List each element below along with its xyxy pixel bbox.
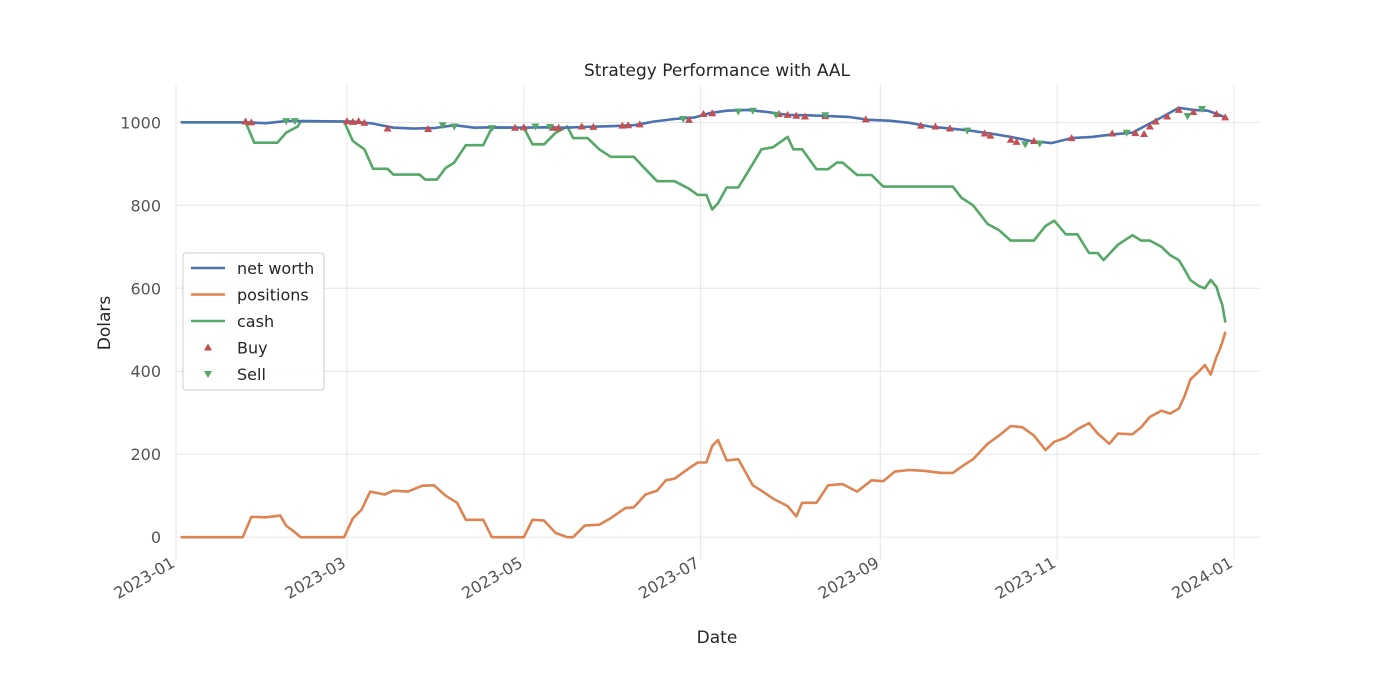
sell-marker [450,123,459,131]
sell-marker [821,112,830,120]
sell-marker [1035,140,1044,148]
sell-marker [438,122,447,130]
buy-marker [685,115,694,123]
buy-marker [511,123,520,131]
buy-marker [624,121,633,129]
buy-marker [1151,117,1160,125]
sell-marker [545,123,554,131]
legend-label-buy: Buy [237,339,268,358]
buy-marker [424,124,433,132]
legend-swatch-sell [204,371,212,378]
buy-marker [519,123,528,131]
buy-marker [241,117,250,125]
x-tick-label: 2023-01 [111,553,178,603]
sell-marker [1183,113,1192,121]
buy-marker [554,123,563,131]
buy-marker [708,109,717,117]
grid [175,85,1260,560]
buy-marker [348,117,357,125]
buy-marker [577,122,586,130]
buy-marker [783,110,792,118]
buy-marker [589,122,598,130]
buy-marker [383,124,392,132]
buy-marker [1221,113,1230,121]
x-tick-label: 2023-05 [458,553,525,603]
sell-marker [1021,141,1030,149]
x-tick-label: 2023-11 [992,553,1059,603]
x-axis-title: Date [697,628,738,648]
buy-marker [1212,110,1221,118]
sell-marker [734,108,743,116]
y-axis-title: Dolars [95,296,115,351]
buy-marker [1140,129,1149,137]
sell-marker [771,111,780,119]
buy-marker [916,121,925,129]
legend-swatch-buy [204,343,212,351]
buy-marker [699,110,708,118]
buy-marker [1006,135,1015,143]
y-tick-label: 1000 [120,113,161,132]
legend-label-sell: Sell [237,365,266,384]
sell-marker [1198,106,1207,114]
sell-marker [1122,129,1131,137]
buy-marker [986,131,995,139]
y-tick-label: 0 [151,528,161,547]
buy-marker [1067,134,1076,142]
buy-marker [343,117,352,125]
sell-marker [679,116,688,124]
buy-marker [354,117,363,125]
x-tick-label: 2023-03 [282,553,349,603]
buy-marker [1174,105,1183,113]
buy-marker [1131,129,1140,137]
sell-marker [290,118,299,126]
buy-marker [635,120,644,128]
buy-marker [247,118,256,126]
series-lines [180,106,1227,539]
x-tick-label: 2024-01 [1169,553,1236,603]
legend-label-positions: positions [237,286,309,305]
sell-marker [487,125,496,133]
series-line-cash [180,120,1227,323]
buy-marker [792,111,801,119]
buy-marker [931,122,940,130]
trade-markers [241,105,1230,149]
legend: net worth positions cash Buy Sell [182,252,325,391]
sell-marker [748,107,757,115]
sell-marker [282,118,291,126]
x-tick-label: 2023-07 [635,553,702,603]
y-tick-label: 400 [130,362,161,381]
buy-marker [1012,137,1021,145]
x-tick-label: 2023-09 [815,553,882,603]
buy-marker [1145,122,1154,130]
buy-marker [1108,129,1117,137]
series-line-net-worth [180,106,1227,145]
y-tick-label: 600 [130,279,161,298]
series-line-positions [180,331,1227,539]
buy-marker [1029,137,1038,145]
legend-label-net-worth: net worth [237,259,314,278]
legend-label-cash: cash [237,312,274,331]
sell-marker [963,127,972,135]
legend-box [182,252,325,391]
y-tick-label: 200 [130,445,161,464]
buy-marker [360,118,369,126]
buy-marker [980,129,989,137]
chart-title: Strategy Performance with AAL [584,61,851,81]
buy-marker [618,121,627,129]
y-tick-label: 800 [130,196,161,215]
buy-marker [945,124,954,132]
sell-marker [531,123,540,131]
buy-marker [861,115,870,123]
buy-marker [800,112,809,120]
buy-marker [1163,112,1172,120]
